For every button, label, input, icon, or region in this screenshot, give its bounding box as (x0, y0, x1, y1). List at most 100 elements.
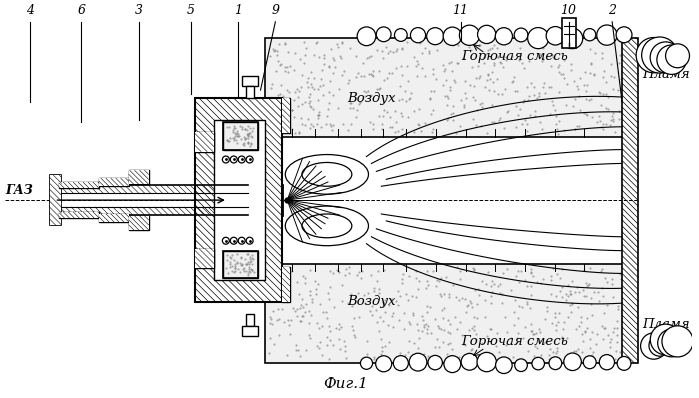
Circle shape (662, 326, 693, 357)
Bar (214, 120, 266, 280)
Bar (195, 132, 214, 152)
Bar (59, 212, 99, 218)
Circle shape (640, 333, 667, 359)
Text: 5: 5 (187, 4, 195, 17)
Bar (245, 314, 254, 326)
Bar (59, 182, 99, 188)
Text: Пламя: Пламя (642, 318, 689, 332)
Circle shape (394, 356, 408, 371)
Bar (223, 251, 257, 278)
Text: ГАЗ: ГАЗ (5, 184, 33, 197)
Circle shape (549, 357, 562, 370)
Text: Горючая смесь: Горючая смесь (461, 335, 568, 348)
Circle shape (649, 335, 670, 356)
Bar (99, 178, 129, 186)
Circle shape (459, 25, 480, 45)
Bar (59, 182, 99, 188)
Text: 6: 6 (77, 4, 85, 17)
Circle shape (617, 357, 631, 370)
Circle shape (496, 357, 512, 374)
Bar (129, 216, 149, 230)
Bar (50, 176, 62, 225)
Bar (245, 86, 254, 98)
Circle shape (496, 28, 512, 45)
Circle shape (443, 27, 461, 45)
Circle shape (657, 45, 686, 74)
Circle shape (650, 42, 681, 73)
Bar (223, 122, 257, 150)
Circle shape (477, 352, 496, 372)
Circle shape (246, 156, 253, 163)
Circle shape (428, 355, 442, 370)
Bar (129, 216, 149, 230)
Text: Воздух: Воздух (347, 92, 396, 105)
Circle shape (461, 353, 478, 370)
Circle shape (222, 156, 229, 163)
Circle shape (642, 37, 678, 73)
Text: Горючая смесь: Горючая смесь (461, 50, 568, 63)
Bar (282, 98, 290, 133)
Circle shape (375, 356, 391, 372)
Circle shape (564, 353, 582, 371)
Text: Пламя: Пламя (642, 68, 689, 81)
Text: 3: 3 (135, 4, 143, 17)
Text: 10: 10 (561, 4, 577, 17)
Bar (59, 212, 99, 218)
Text: 1: 1 (233, 4, 242, 17)
Bar (195, 249, 214, 269)
Bar (266, 263, 627, 363)
Circle shape (636, 37, 672, 73)
Circle shape (426, 28, 444, 45)
Circle shape (616, 27, 632, 43)
Bar (50, 176, 62, 225)
Circle shape (361, 357, 373, 369)
Circle shape (410, 27, 426, 43)
Bar (282, 267, 290, 302)
Bar (99, 214, 129, 222)
Circle shape (238, 156, 245, 163)
Text: Фиг.1: Фиг.1 (323, 377, 368, 391)
Text: 11: 11 (453, 4, 468, 17)
Bar (242, 76, 257, 86)
Circle shape (230, 156, 237, 163)
Circle shape (222, 237, 229, 244)
Bar (99, 214, 129, 222)
Bar (242, 326, 257, 336)
Bar (622, 38, 638, 363)
Bar (195, 132, 214, 152)
Bar (282, 98, 290, 133)
Circle shape (230, 237, 237, 244)
Circle shape (546, 27, 565, 45)
Bar (266, 38, 627, 137)
Circle shape (597, 25, 617, 45)
Circle shape (357, 27, 376, 46)
Circle shape (650, 324, 681, 355)
Bar (561, 18, 575, 48)
Circle shape (532, 357, 545, 370)
Circle shape (409, 353, 427, 371)
Text: Воздух: Воздух (347, 295, 396, 308)
Bar (195, 98, 282, 302)
Bar (99, 178, 129, 186)
Circle shape (246, 237, 253, 244)
Circle shape (599, 355, 614, 370)
Circle shape (658, 329, 686, 357)
Circle shape (562, 28, 583, 49)
Circle shape (583, 356, 596, 369)
Text: 9: 9 (271, 4, 280, 17)
Bar (282, 267, 290, 302)
Circle shape (444, 356, 461, 373)
Circle shape (376, 27, 391, 42)
Circle shape (394, 29, 408, 41)
Circle shape (238, 237, 245, 244)
Bar (129, 170, 149, 184)
Text: 2: 2 (608, 4, 616, 17)
Bar (195, 249, 214, 269)
Circle shape (584, 29, 596, 41)
Circle shape (514, 359, 527, 371)
Circle shape (514, 28, 528, 42)
Circle shape (528, 27, 549, 49)
Circle shape (477, 25, 496, 43)
Bar (129, 170, 149, 184)
Bar (223, 122, 257, 150)
